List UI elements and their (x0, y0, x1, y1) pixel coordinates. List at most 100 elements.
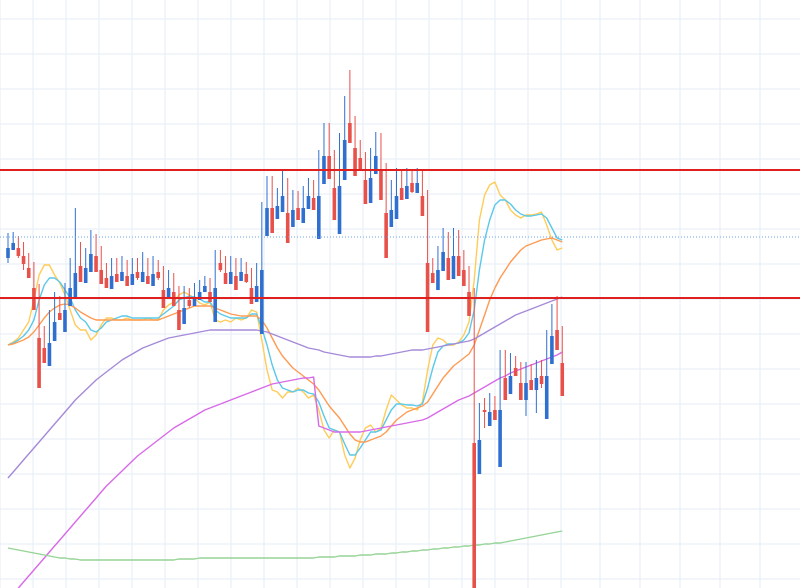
candle-body (519, 383, 523, 400)
candle-body (187, 300, 192, 306)
moving-average-line (7, 530, 563, 561)
candle-body (493, 410, 497, 420)
candle-body (254, 286, 259, 302)
candle-body (125, 276, 129, 286)
candle-body (94, 256, 98, 272)
candle-body (544, 376, 549, 419)
candle-body (550, 336, 554, 364)
candle-body (513, 368, 518, 376)
candle-body (337, 186, 342, 234)
moving-average-line (17, 351, 563, 588)
candle-body (73, 273, 78, 298)
candle-body (399, 188, 404, 200)
candle-body (6, 248, 10, 258)
candle-body (104, 278, 109, 288)
candle-body (436, 270, 440, 290)
candle-body (280, 196, 285, 212)
candle-body (42, 348, 47, 363)
candle-body (508, 376, 513, 394)
candle-body (265, 208, 269, 236)
candle-body (260, 270, 264, 334)
candle-body (332, 188, 337, 220)
candle-body (405, 186, 409, 199)
candle-body (410, 183, 414, 192)
candle-body (177, 310, 181, 330)
candle-body (462, 270, 466, 286)
candle-body (472, 443, 476, 588)
candle-body (182, 308, 186, 324)
candle-body (58, 313, 62, 320)
candle-body (456, 256, 461, 276)
candle-body (441, 252, 445, 271)
moving-average-line (7, 296, 563, 479)
candle-body (275, 206, 280, 219)
candle-body (446, 258, 451, 280)
candle-body (534, 378, 539, 390)
candle-body (192, 298, 197, 306)
candle-body (311, 198, 316, 210)
candle-body (99, 270, 104, 284)
candle-body (415, 183, 420, 193)
candle-body (197, 292, 202, 300)
candle-body (140, 272, 145, 282)
candle-body (327, 156, 331, 179)
candle-body (353, 148, 357, 176)
candle-body (539, 376, 544, 384)
candle-body (156, 272, 161, 278)
level-line-layer (0, 169, 800, 299)
candle-body (373, 156, 378, 174)
candle-body (135, 272, 140, 278)
candle-body (394, 196, 399, 219)
candle-body (524, 383, 528, 400)
candle-body (234, 276, 238, 290)
candle-body (451, 256, 456, 279)
candle-body (52, 322, 57, 341)
candle-body (306, 196, 311, 209)
candle-body (560, 363, 565, 396)
candle-body (218, 263, 223, 270)
moving-average-line (7, 199, 563, 456)
candle-body (146, 276, 150, 284)
candle-body (239, 272, 243, 281)
candle-body (358, 158, 363, 170)
candle-body (430, 273, 435, 283)
candle-body (83, 268, 88, 283)
candle-body (379, 170, 383, 200)
candle-body (389, 210, 394, 227)
candle-body (342, 140, 347, 180)
candle-body (285, 213, 290, 243)
candle-body (213, 288, 217, 322)
candle-body (503, 378, 508, 400)
candle-body (363, 180, 368, 204)
candle-body (348, 123, 352, 143)
candle-body (21, 256, 26, 264)
candle-body (63, 310, 67, 332)
candle-body (166, 288, 171, 298)
candle-body (223, 273, 228, 284)
candle-body (37, 338, 41, 388)
candle-body (47, 343, 52, 366)
candle-body (16, 248, 21, 256)
candle-body (487, 412, 492, 426)
candle-body (151, 274, 155, 286)
candle-body (228, 272, 233, 284)
candle-body (529, 380, 533, 390)
candle-body (291, 210, 295, 227)
moving-average-line (7, 237, 563, 443)
candle-body (477, 440, 482, 474)
candle-body (420, 196, 425, 216)
candle-body (244, 274, 249, 282)
candle-body (498, 410, 502, 467)
candle-body (482, 410, 487, 412)
candle-body (203, 286, 207, 292)
candle-body (555, 330, 559, 350)
candle-body (384, 213, 388, 258)
candle-body (467, 292, 471, 316)
candle-body (296, 208, 300, 220)
candle-body (89, 254, 93, 272)
candle-body (120, 272, 124, 281)
candle-body (317, 196, 321, 239)
